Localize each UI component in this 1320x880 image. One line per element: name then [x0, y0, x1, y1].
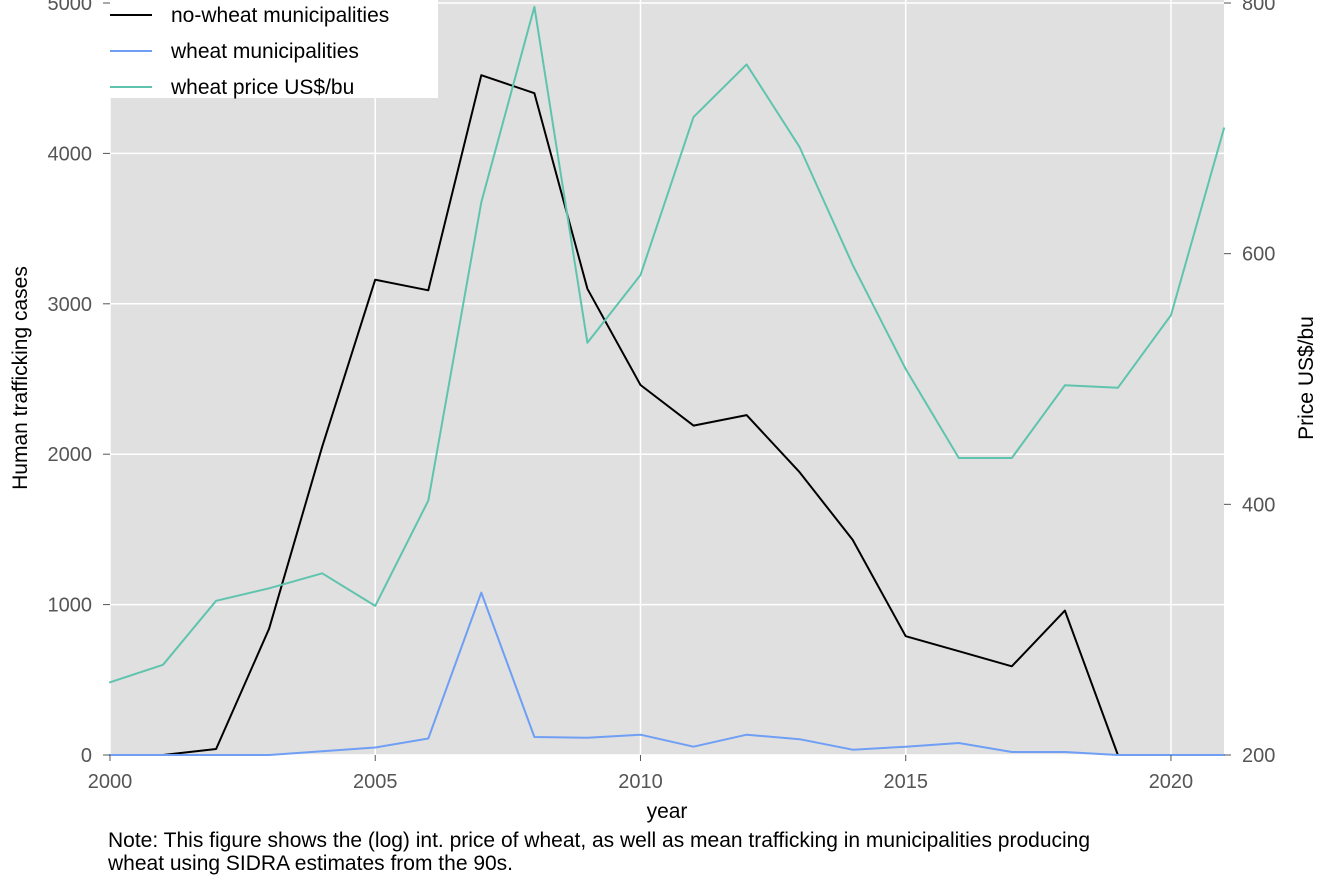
y-axis-left-title: Human trafficking cases [9, 266, 32, 490]
series-line-wheat-municipalities [109, 591, 1225, 756]
legend: no-wheat municipalities wheat municipalit… [110, 0, 438, 99]
legend-label-wheat-price-us-bu: wheat price US$/bu [170, 76, 354, 99]
y-axis-left: 0 1000 2000 3000 4000 5000 [48, 0, 110, 767]
x-tick-label: 2005 [353, 771, 398, 793]
y-axis-right: 200 400 600 800 [1224, 0, 1275, 767]
line-chart: 2000 2005 2010 2015 2020 0 1000 2000 3000 4000 50… [9, 0, 1318, 823]
legend-box [110, 0, 438, 98]
x-tick-label: 2000 [88, 771, 133, 793]
note-line-2: wheat using SIDRA estimates from the 90s… [108, 852, 514, 875]
y-left-tick-label: 1000 [48, 595, 93, 617]
y-left-tick-label: 4000 [48, 143, 93, 165]
x-tick-label: 2020 [1149, 771, 1194, 793]
y-left-tick-label: 3000 [48, 294, 93, 316]
note-line-1: Note: This figure shows the (log) int. p… [108, 829, 1091, 852]
series-line-no-wheat-municipalities [109, 74, 1119, 756]
y-right-tick-label: 600 [1242, 244, 1275, 266]
figure-note: Note: This figure shows the (log) int. p… [108, 829, 1308, 875]
y-right-tick-label: 800 [1242, 0, 1275, 15]
y-right-tick-label: 200 [1242, 745, 1275, 767]
x-tick-label: 2010 [618, 771, 663, 793]
series-line-wheat-price-us-bu [109, 5, 1225, 684]
y-left-tick-label: 2000 [48, 444, 93, 466]
series-layer [109, 5, 1225, 756]
legend-label-wheat-municipalities: wheat municipalities [170, 40, 359, 63]
y-axis-right-title: Price US$/bu [1295, 316, 1318, 440]
x-tick-label: 2015 [883, 771, 928, 793]
x-axis: 2000 2005 2010 2015 2020 [88, 755, 1193, 793]
y-left-tick-label: 0 [81, 745, 92, 767]
y-left-tick-label: 5000 [48, 0, 93, 15]
y-right-tick-label: 400 [1242, 494, 1275, 516]
x-axis-title: year [647, 800, 688, 823]
plot-background [110, 0, 1224, 755]
legend-label-no-wheat-municipalities: no-wheat municipalities [171, 4, 389, 27]
